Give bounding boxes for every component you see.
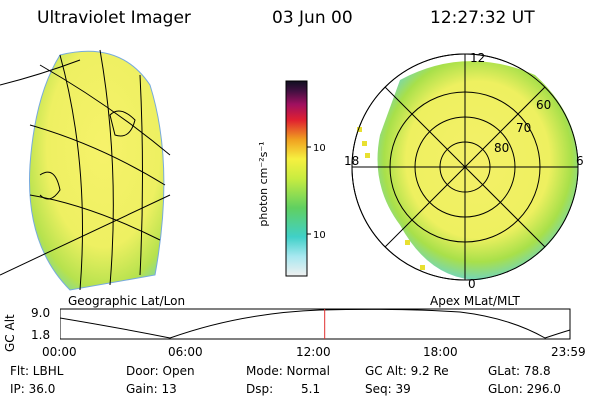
timeline-tick-2359: 23:59 xyxy=(551,345,586,359)
timeline-ylabel: GC Alt xyxy=(3,314,17,352)
gain-info: Gain: 13 xyxy=(126,382,177,396)
glat-info: GLat: 78.8 xyxy=(488,364,551,378)
colorbar-unit-label: photon cm⁻²s⁻¹ xyxy=(257,141,270,226)
lat-label-80: 80 xyxy=(494,141,509,155)
time-label: 12:27:32 UT xyxy=(430,8,535,28)
mode-info: Mode: Normal xyxy=(246,364,330,378)
glon-info: GLon: 296.0 xyxy=(488,382,561,396)
door-info: Door: Open xyxy=(126,364,195,378)
mlt-label-12: 12 xyxy=(470,51,485,65)
colorbar: photon cm⁻²s⁻¹ 100 10 xyxy=(257,80,325,277)
dsp-info: Dsp: xyxy=(246,382,274,396)
timeline-tick-0600: 06:00 xyxy=(168,345,203,359)
colorbar-tick-100: 100 xyxy=(313,143,325,154)
mlt-label-18: 18 xyxy=(344,154,359,168)
timeline-plot xyxy=(60,308,571,340)
app-title: Ultraviolet Imager xyxy=(37,8,191,28)
ip-info: IP: 36.0 xyxy=(10,382,56,396)
mlt-label-0: 0 xyxy=(468,277,476,290)
geographic-panel-label: Geographic Lat/Lon xyxy=(68,294,186,308)
timeline-ytick-top: 9.0 xyxy=(31,306,51,320)
apex-panel-label: Apex MLat/MLT xyxy=(430,294,520,308)
date-label: 03 Jun 00 xyxy=(272,8,353,28)
dsp-value: 5.1 xyxy=(301,382,321,396)
mlt-label-6: 6 xyxy=(576,154,584,168)
timeline-tick-1800: 18:00 xyxy=(423,345,458,359)
seq-info: Seq: 39 xyxy=(365,382,411,396)
timeline-ytick-bottom: 1.8 xyxy=(31,328,51,342)
lat-label-70: 70 xyxy=(516,121,531,135)
geographic-image xyxy=(0,49,171,291)
lat-label-60: 60 xyxy=(536,98,551,112)
timeline-tick-0000: 00:00 xyxy=(42,345,77,359)
colorbar-tick-10: 10 xyxy=(313,230,325,241)
polar-plot: 12 18 6 0 60 70 80 xyxy=(344,51,584,290)
timeline-tick-1200: 12:00 xyxy=(296,345,331,359)
gcalt-info: GC Alt: 9.2 Re xyxy=(365,364,449,378)
flt-info: Flt: LBHL xyxy=(10,364,64,378)
